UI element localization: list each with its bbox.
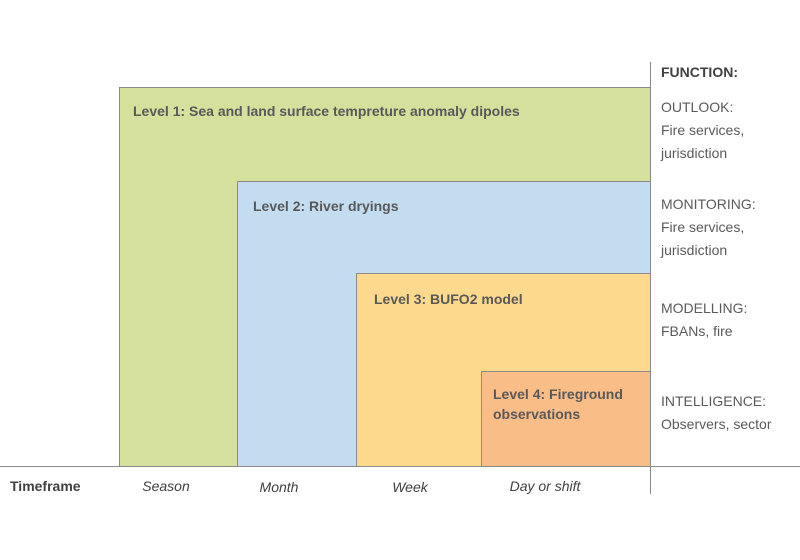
level-4-box — [481, 371, 651, 467]
function-intelligence: INTELLIGENCE: Observers, sector — [661, 390, 771, 436]
level-3-label: Level 3: BUFO2 model — [374, 291, 523, 307]
tick-month: Month — [259, 479, 299, 495]
function-outlook-title: OUTLOOK: — [661, 99, 734, 115]
tick-season: Season — [142, 478, 190, 494]
function-monitoring-title: MONITORING: — [661, 196, 756, 212]
function-monitoring-line2: jurisdiction — [661, 242, 728, 258]
level-2-label: Level 2: River dryings — [253, 198, 399, 214]
function-outlook: OUTLOOK: Fire services, jurisdiction — [661, 96, 744, 165]
function-intelligence-line1: Observers, sector — [661, 416, 772, 432]
function-header: FUNCTION: — [661, 64, 738, 80]
timeframe-axis — [0, 466, 800, 467]
function-outlook-line2: jurisdiction — [661, 145, 728, 161]
tick-day-or-shift: Day or shift — [509, 478, 581, 494]
level-1-label: Level 1: Sea and land surface tempreture… — [133, 103, 520, 119]
function-outlook-line1: Fire services, — [661, 122, 745, 138]
function-modelling-line1: FBANs, fire — [661, 323, 733, 339]
function-divider — [650, 62, 651, 494]
function-modelling-title: MODELLING: — [661, 300, 748, 316]
function-intelligence-title: INTELLIGENCE: — [661, 393, 767, 409]
function-monitoring: MONITORING: Fire services, jurisdiction — [661, 193, 756, 262]
level-4-label: Level 4: Fireground observations — [493, 386, 623, 422]
function-modelling: MODELLING: FBANs, fire — [661, 297, 747, 343]
timeframe-label: Timeframe — [10, 478, 81, 494]
function-monitoring-line1: Fire services, — [661, 219, 745, 235]
tick-week: Week — [392, 479, 428, 495]
